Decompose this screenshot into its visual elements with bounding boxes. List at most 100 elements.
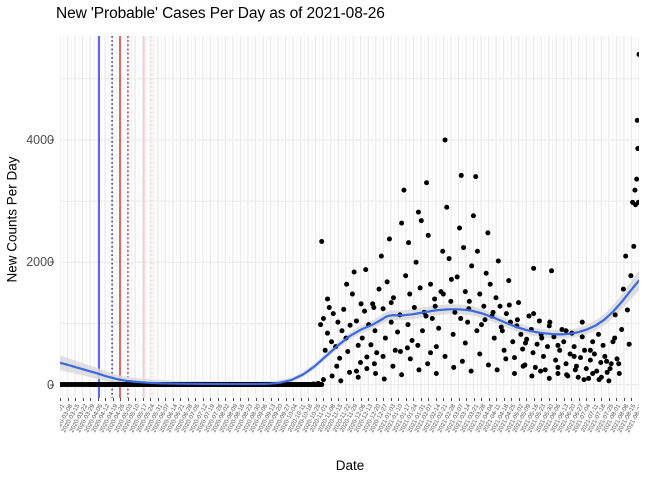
x-tick-mark [263, 398, 265, 401]
data-point [386, 236, 392, 242]
smooth-trend-line [60, 279, 639, 386]
grid-lines [60, 36, 639, 398]
data-point [578, 355, 584, 361]
x-tick-mark [466, 398, 468, 401]
x-tick-mark [443, 398, 445, 401]
data-point [320, 316, 326, 322]
data-point [546, 375, 552, 381]
data-point [624, 307, 630, 313]
x-tick-mark [488, 398, 490, 401]
data-point [409, 338, 415, 344]
data-point [319, 238, 325, 244]
data-point [388, 300, 394, 306]
data-point [428, 281, 434, 287]
data-point [416, 367, 422, 373]
data-point [433, 344, 439, 350]
data-point [461, 245, 467, 251]
x-tick-mark [571, 398, 573, 401]
data-point [491, 335, 497, 341]
data-point [355, 374, 361, 380]
data-point [462, 340, 468, 346]
data-point [407, 356, 413, 362]
data-point [428, 350, 434, 356]
data-point [635, 199, 639, 205]
data-point [451, 364, 457, 370]
x-tick-mark [157, 398, 159, 401]
data-point [495, 258, 501, 264]
data-point [358, 360, 363, 366]
x-tick-mark [593, 398, 595, 401]
plot-panel [60, 36, 639, 398]
data-point [390, 363, 396, 369]
data-point [536, 318, 542, 324]
data-point [353, 318, 359, 324]
x-tick-mark [315, 398, 317, 401]
data-point [542, 367, 548, 373]
data-point [483, 270, 489, 276]
y-tick-label: 2000 [26, 255, 54, 270]
x-tick-mark [180, 398, 182, 401]
data-point [318, 322, 324, 328]
data-point [590, 339, 596, 345]
x-tick-mark [210, 398, 212, 401]
data-point [631, 243, 637, 249]
data-point [380, 306, 386, 312]
y-tick-mark [50, 139, 54, 141]
data-point [616, 361, 622, 367]
data-point [404, 345, 410, 351]
x-tick-mark [165, 398, 167, 401]
data-point [399, 372, 405, 378]
data-point [602, 353, 608, 359]
data-point [539, 335, 545, 341]
y-tick-label: 4000 [26, 132, 54, 147]
x-tick-mark [511, 398, 513, 401]
data-point [512, 371, 518, 377]
data-point [442, 137, 448, 143]
data-point [514, 317, 520, 323]
data-point [572, 367, 578, 373]
data-point [600, 342, 606, 348]
x-tick-mark [278, 398, 280, 401]
data-point [358, 301, 364, 307]
x-tick-mark [623, 398, 625, 401]
data-point [371, 305, 377, 310]
x-tick-mark [247, 398, 249, 401]
data-point [329, 339, 335, 345]
x-tick-mark [548, 398, 550, 401]
data-point [628, 273, 634, 279]
data-point [417, 285, 423, 291]
data-point [634, 176, 639, 182]
data-point [326, 305, 332, 310]
data-point [614, 356, 620, 362]
x-tick-mark [293, 398, 295, 401]
data-point [512, 355, 518, 361]
x-tick-mark [631, 398, 633, 401]
data-point [595, 331, 601, 337]
x-tick-mark [67, 398, 69, 401]
data-point [561, 339, 567, 345]
data-point [423, 313, 429, 319]
x-tick-mark [390, 398, 392, 401]
data-point [549, 268, 555, 274]
x-axis-ticks: 2020-03-01 2020-03-08 2020-03-15 2020-03-22… [60, 398, 639, 456]
data-point [529, 373, 535, 379]
data-point [355, 342, 361, 348]
data-point [320, 377, 326, 383]
data-point [503, 356, 509, 362]
data-point [458, 316, 464, 322]
x-tick-mark [112, 398, 114, 401]
data-point [448, 298, 454, 304]
data-point [351, 269, 357, 275]
data-point [557, 347, 563, 353]
x-tick-mark [405, 398, 407, 401]
x-tick-mark [586, 398, 588, 401]
x-tick-mark [353, 398, 355, 401]
data-point [392, 347, 398, 353]
data-point [501, 347, 507, 353]
data-point [632, 187, 638, 193]
data-point [440, 291, 446, 297]
x-tick-mark [142, 398, 144, 401]
data-point [399, 220, 405, 226]
data-point [482, 317, 488, 323]
data-point [349, 291, 355, 297]
